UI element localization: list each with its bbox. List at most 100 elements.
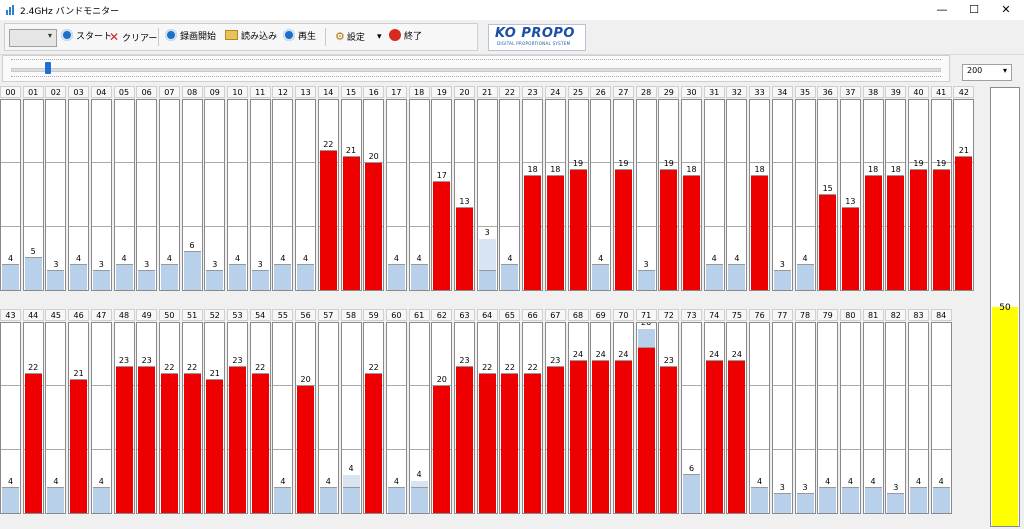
channel-label: 67 [544,309,566,321]
signal-value: 3 [257,260,263,269]
grid-line [909,162,928,164]
channel-label: 03 [68,86,90,98]
signal-bar [70,264,88,290]
signal-value: 18 [868,165,879,174]
signal-bar [138,271,156,290]
signal-value: 4 [393,253,399,263]
signal-value: 23 [550,356,561,366]
minimize-button[interactable]: — [936,3,948,16]
channel-meter: 22 [158,322,180,514]
signal-bar [24,373,42,513]
grid-line [409,162,429,164]
bar-cap [206,270,224,271]
channel-meter: 3 [136,99,158,291]
channel-meter: 23 [544,322,566,514]
signal-value: 19 [936,158,947,168]
channel-label: 34 [771,86,793,98]
scale-select[interactable]: 200 ▾ [962,64,1012,81]
grid-line [318,385,338,387]
bar-cap [138,366,156,368]
grid-line [69,162,89,164]
settings-button[interactable]: ⚙ 設定 [335,29,365,45]
grid-line [886,448,906,450]
signal-bar [297,264,315,290]
bar-cap [546,366,564,368]
signal-bar [728,264,746,290]
slider-thumb[interactable] [45,62,52,74]
bar-cap [160,263,178,265]
channel-label: 74 [703,309,725,321]
signal-value: 4 [76,253,82,263]
grid-line [477,225,497,227]
record-button[interactable]: 録画開始 [165,29,216,45]
signal-bar [365,373,383,513]
channel-meter: 22 [317,99,339,291]
channel-meter: 22 [22,322,44,514]
channel-label: 69 [590,309,612,321]
signal-value: 4 [121,253,127,263]
bar-cap [841,206,859,208]
signal-bar [569,361,587,513]
bar-cap [160,372,178,374]
signal-value: 3 [893,483,899,492]
bar-cap [660,366,678,368]
signal-bar [841,207,859,290]
bar-cap [70,379,88,380]
channel-meter: 22 [522,322,544,514]
bar-cap [569,168,587,170]
grid-line [250,162,270,164]
play-button[interactable]: 再生 [283,29,316,45]
ko-propo-logo: KO PROPO DIGITAL PROPORTIONAL SYSTEM [488,24,586,51]
bar-cap [932,168,950,170]
settings-dropdown[interactable]: ▾ [377,29,382,45]
signal-bar [546,176,564,290]
signal-value: 23 [663,356,674,366]
gear-icon: ⚙ [335,30,345,43]
grid-line [273,385,293,387]
signal-bar [160,264,178,290]
grid-line [432,162,452,164]
bar-cap [773,493,791,494]
channel-meter: 23 [136,322,158,514]
signal-bar [478,271,496,290]
signal-value: 4 [166,253,172,263]
toolbar: ▾ スタート ✕ クリアー 録画開始 読み込み 再生 ⚙ 設定 ▾ 終了 KO P… [0,20,1024,55]
clear-button[interactable]: ✕ クリアー [109,29,157,45]
bar-cap [887,493,905,494]
timeline-slider[interactable] [2,55,950,82]
channel-meter: 24 [703,322,725,514]
maximize-button[interactable]: ☐ [969,3,979,16]
signal-bar [524,373,542,513]
signal-value: 4 [280,253,286,263]
signal-bar [637,348,655,513]
exit-button[interactable]: 終了 [389,29,422,45]
bar-cap [229,263,246,265]
device-select[interactable]: ▾ [9,29,57,47]
signal-bar [456,367,473,513]
start-button[interactable]: スタート [61,29,112,45]
grid-line [818,162,838,164]
grid-line [273,225,293,227]
channel-label: 32 [726,86,748,98]
channel-label: 65 [499,309,521,321]
signal-value: 24 [731,350,742,359]
grid-line [386,162,406,164]
signal-value: 18 [686,165,697,174]
load-button[interactable]: 読み込み [225,29,277,45]
signal-bar [910,487,927,513]
signal-value: 4 [7,253,14,263]
signal-value: 3 [643,260,649,269]
level-meter: 50 [990,87,1020,527]
signal-value: 19 [618,158,629,168]
signal-bar [251,271,269,290]
signal-bar [138,367,156,513]
close-window-button[interactable]: ✕ [1001,3,1011,16]
signal-bar [910,169,927,290]
grid-line [682,162,701,164]
signal-bar [773,494,791,513]
signal-value: 22 [368,362,379,372]
grid-line [704,162,724,164]
signal-bar [297,386,315,513]
signal-bar [501,264,519,290]
channel-label: 82 [885,309,907,321]
